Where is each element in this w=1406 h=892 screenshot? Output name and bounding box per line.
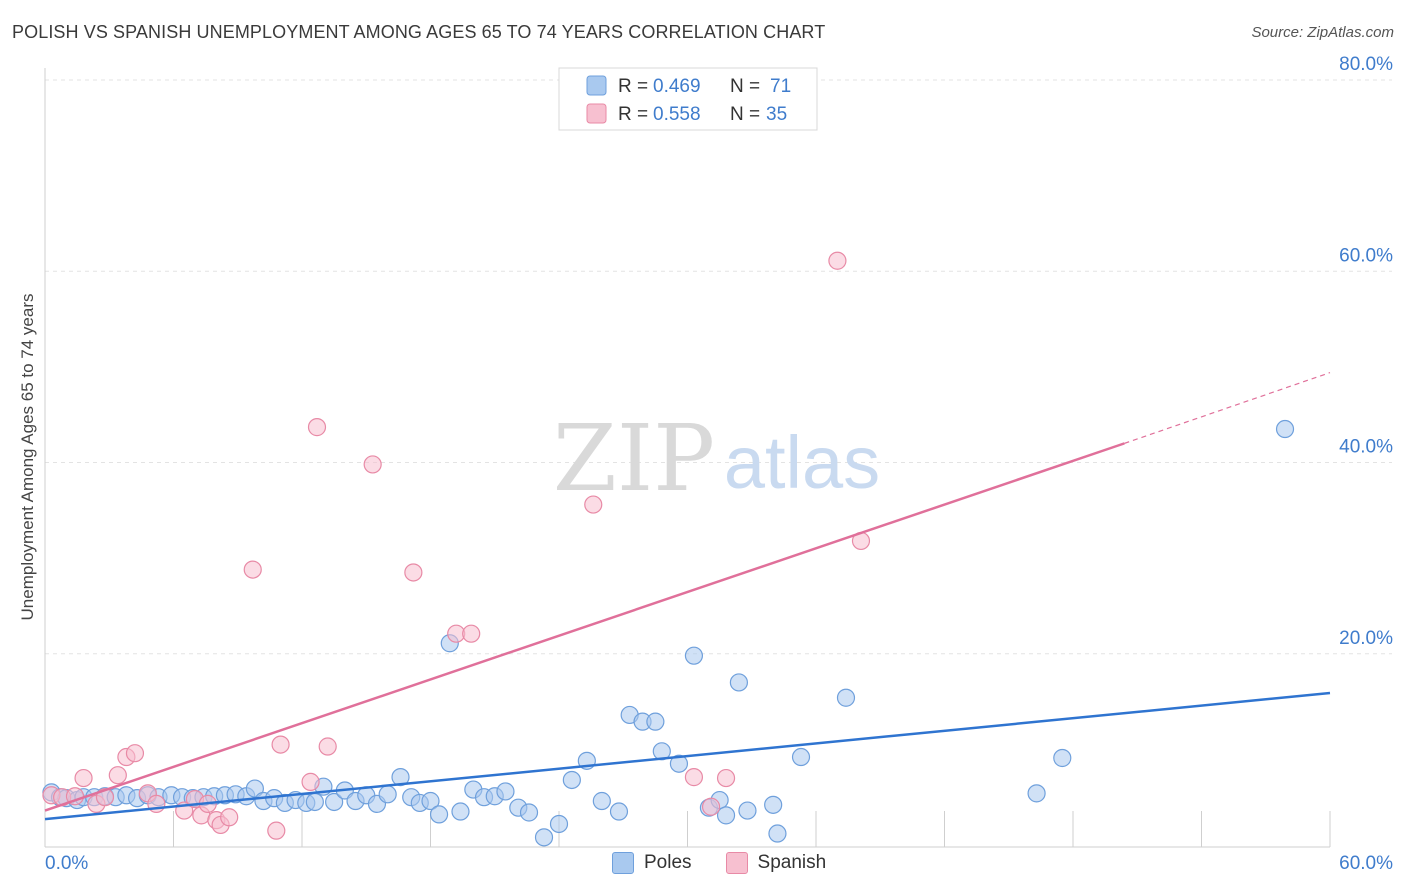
poles-trend-line bbox=[44, 691, 1331, 821]
spanish-point-3 bbox=[74, 768, 93, 788]
legend-poles-r-label: R = bbox=[618, 76, 648, 97]
poles-point-48 bbox=[549, 814, 569, 834]
poles-point-70 bbox=[1275, 419, 1295, 439]
spanish-point-28 bbox=[584, 495, 603, 514]
poles-point-58 bbox=[684, 646, 704, 665]
poles-point-51 bbox=[592, 791, 611, 811]
spanish-point-29 bbox=[684, 768, 704, 787]
y-tick-label-0: 20.0% bbox=[1339, 628, 1393, 649]
spanish-point-24 bbox=[363, 455, 382, 474]
watermark-atlas: atlas bbox=[724, 421, 880, 504]
legend-poles-n-value: 71 bbox=[770, 76, 791, 97]
series-swatch-spanish bbox=[725, 852, 748, 874]
poles-point-68 bbox=[1027, 784, 1046, 803]
trend-layer bbox=[44, 372, 1331, 821]
legend-spanish-r-value: 0.558 bbox=[653, 104, 701, 125]
legend-spanish-n-value: 35 bbox=[766, 104, 787, 125]
legend-spanish-n-label: N = bbox=[730, 104, 760, 125]
source-credit: Source: ZipAtlas.com bbox=[1251, 24, 1394, 41]
spanish-point-21 bbox=[301, 772, 320, 791]
poles-point-37 bbox=[421, 791, 440, 811]
poles-point-38 bbox=[429, 805, 449, 824]
poles-point-33 bbox=[378, 785, 397, 804]
spanish-trend-line bbox=[44, 442, 1125, 812]
correlation-legend: R = 0.469 N = 71 R = 0.558 N = 35 bbox=[558, 67, 818, 131]
poles-point-26 bbox=[305, 792, 324, 812]
spanish-point-8 bbox=[125, 744, 145, 763]
spanish-point-23 bbox=[318, 737, 337, 756]
spanish-point-31 bbox=[716, 768, 736, 788]
spanish-point-32 bbox=[828, 251, 847, 270]
poles-point-69 bbox=[1053, 748, 1072, 768]
spanish-point-19 bbox=[267, 821, 286, 840]
series-legend-poles[interactable]: Poles bbox=[612, 852, 692, 874]
y-tick-label-1: 40.0% bbox=[1339, 437, 1393, 458]
watermark-zip: ZIP bbox=[553, 405, 715, 512]
spanish-trend-extension bbox=[1124, 372, 1331, 444]
legend-spanish-r-label: R = bbox=[618, 104, 648, 125]
poles-point-57 bbox=[669, 754, 689, 773]
spanish-point-30 bbox=[701, 797, 721, 816]
poles-point-61 bbox=[716, 806, 736, 825]
legend-swatch-spanish bbox=[586, 103, 607, 124]
series-legend: Poles Spanish bbox=[612, 852, 860, 874]
legend-poles-n-label: N = bbox=[730, 76, 760, 97]
spanish-point-25 bbox=[404, 563, 423, 582]
chart-title: POLISH VS SPANISH UNEMPLOYMENT AMONG AGE… bbox=[12, 22, 826, 42]
tick-label-layer: 20.0% 40.0% 60.0% 80.0% 0.0% 60.0% bbox=[45, 54, 1393, 874]
watermark: ZIP atlas bbox=[553, 405, 880, 512]
legend-poles-r-value: 0.469 bbox=[653, 76, 701, 97]
poles-point-67 bbox=[836, 688, 856, 707]
series-legend-spanish[interactable]: Spanish bbox=[725, 852, 827, 874]
spanish-point-6 bbox=[108, 766, 127, 785]
poles-point-34 bbox=[391, 768, 410, 787]
poles-point-55 bbox=[646, 712, 665, 731]
series-swatch-poles bbox=[612, 852, 634, 874]
axis-layer bbox=[44, 68, 1331, 848]
spanish-point-22 bbox=[307, 418, 327, 437]
poles-point-66 bbox=[791, 747, 811, 767]
poles-point-20 bbox=[245, 779, 264, 798]
spanish-point-18 bbox=[243, 560, 262, 579]
y-tick-label-3: 80.0% bbox=[1339, 54, 1393, 75]
poles-point-49 bbox=[562, 770, 581, 790]
poles-point-62 bbox=[729, 673, 749, 692]
x-tick-label-max: 60.0% bbox=[1339, 853, 1393, 874]
poles-point-65 bbox=[768, 824, 787, 843]
spanish-point-17 bbox=[220, 808, 239, 827]
spanish-point-27 bbox=[462, 624, 481, 643]
series-label-poles: Poles bbox=[644, 852, 692, 873]
poles-point-64 bbox=[764, 795, 783, 814]
x-tick-label-min: 0.0% bbox=[45, 853, 88, 874]
poles-point-28 bbox=[325, 792, 344, 812]
poles-point-47 bbox=[534, 828, 554, 847]
y-tick-label-2: 60.0% bbox=[1339, 245, 1393, 266]
spanish-point-20 bbox=[271, 735, 290, 754]
poles-point-52 bbox=[609, 802, 629, 821]
points-layer bbox=[42, 251, 1295, 847]
poles-point-63 bbox=[738, 801, 757, 820]
poles-point-46 bbox=[519, 803, 539, 822]
poles-point-40 bbox=[451, 802, 470, 821]
poles-point-44 bbox=[496, 782, 515, 801]
legend-swatch-poles bbox=[586, 75, 607, 96]
series-label-spanish: Spanish bbox=[757, 852, 827, 873]
